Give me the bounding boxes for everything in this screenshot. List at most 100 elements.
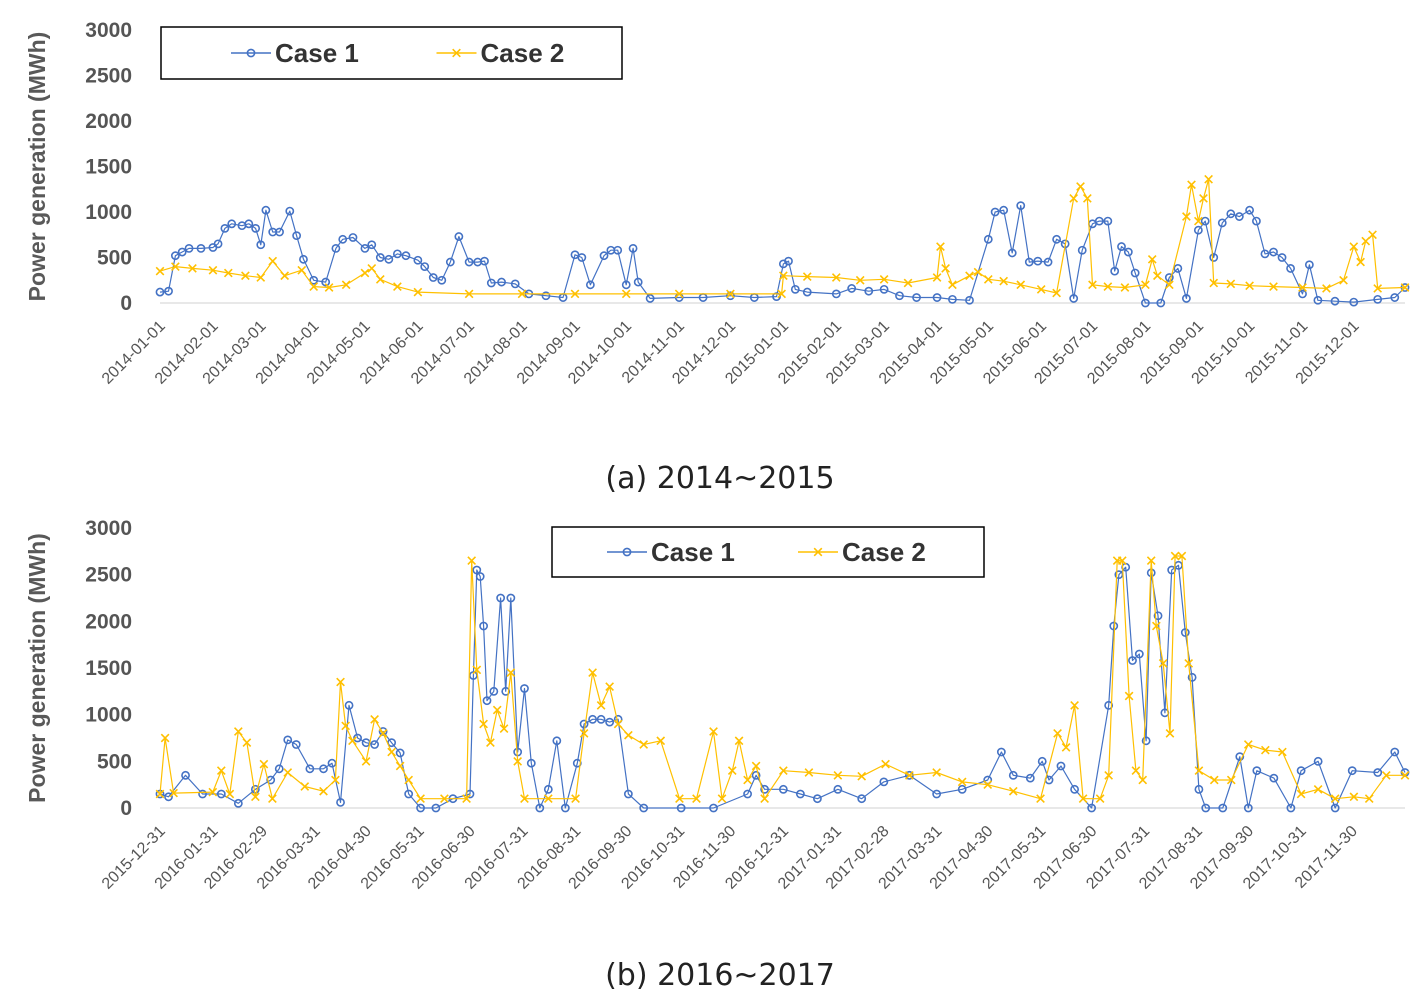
y-tick-label: 3000 [85, 19, 132, 42]
data-point [348, 736, 357, 746]
data-point [596, 700, 606, 710]
data-point [496, 593, 506, 603]
data-point [881, 759, 890, 769]
y-tick-label: 1500 [85, 657, 132, 680]
data-point [1016, 280, 1026, 290]
data-point [831, 289, 841, 299]
data-point [570, 289, 580, 299]
chart-panel-a: 0 500 1000 1500 2000 2500 3000 Power generation… [24, 19, 1410, 496]
data-point [1151, 621, 1161, 631]
data-point [717, 794, 727, 804]
data-point [1180, 628, 1190, 637]
data-point [1078, 794, 1088, 804]
data-point [1036, 284, 1046, 294]
data-point [1298, 283, 1307, 292]
data-point [674, 289, 684, 299]
data-point [361, 756, 371, 766]
data-point [321, 277, 331, 287]
data-point [367, 240, 377, 250]
data-point [520, 794, 529, 804]
data-point [1243, 803, 1253, 813]
data-point [319, 764, 328, 774]
y-tick-label: 0 [120, 797, 132, 820]
y-tick-label: 1500 [85, 156, 132, 179]
data-point [251, 223, 261, 233]
legend-swatch-marker [246, 48, 256, 58]
data-point [467, 556, 477, 566]
data-point [965, 295, 974, 305]
data-point [378, 728, 388, 738]
data-point [256, 273, 266, 282]
data-point [1373, 294, 1383, 304]
data-point [233, 798, 243, 808]
data-point [198, 789, 207, 799]
chart-panel-b: 0 500 1000 1500 2000 2500 3000 Power generation… [24, 517, 1410, 993]
data-point [1226, 775, 1236, 785]
series-1 [155, 201, 1410, 308]
data-point [932, 293, 942, 302]
data-point [1269, 247, 1278, 257]
data-point [1400, 770, 1410, 780]
data-point [1131, 766, 1141, 776]
data-point [462, 794, 471, 804]
data-point [242, 738, 252, 748]
data-point [283, 768, 293, 777]
y-tick-label: 3000 [85, 517, 132, 540]
data-point [895, 291, 904, 301]
data-point [393, 282, 402, 291]
data-point [1218, 803, 1228, 813]
data-point [543, 784, 553, 794]
data-point [208, 265, 218, 275]
data-point [613, 245, 623, 255]
data-point [1296, 766, 1306, 776]
data-point [1194, 766, 1204, 776]
data-point [188, 264, 197, 273]
data-point [171, 262, 180, 271]
data-point [760, 784, 770, 794]
data-point [535, 803, 545, 813]
data-point [1368, 230, 1377, 240]
data-point [475, 572, 485, 581]
data-point [1164, 280, 1174, 290]
data-point [1141, 736, 1151, 746]
data-point [734, 736, 744, 746]
y-axis-label: Power generation (MWh) [24, 32, 50, 302]
data-point [1364, 794, 1374, 804]
data-point [1070, 784, 1079, 794]
data-point [268, 256, 278, 266]
data-point [905, 770, 914, 780]
data-point [416, 803, 425, 813]
data-point [772, 292, 781, 302]
data-point [751, 770, 761, 780]
data-point [623, 789, 633, 799]
data-point [996, 747, 1006, 757]
data-point [1217, 218, 1227, 228]
data-point [256, 240, 266, 250]
data-point [413, 255, 423, 265]
data-point [1194, 784, 1204, 794]
data-point [1277, 253, 1287, 262]
data-point [499, 724, 509, 734]
data-point [319, 786, 328, 796]
data-point [1182, 212, 1191, 221]
data-point [1061, 742, 1071, 752]
y-tick-label: 1000 [85, 201, 132, 224]
data-point [571, 794, 580, 804]
data-point [280, 271, 290, 281]
data-point [223, 268, 233, 278]
data-point [1124, 691, 1134, 701]
data-point [879, 777, 889, 787]
figure-caption: (b) 2016~2017 [605, 958, 835, 993]
data-point [676, 803, 686, 813]
data-point [831, 273, 841, 282]
y-tick-label: 2000 [85, 610, 132, 633]
data-point [855, 275, 865, 285]
legend-label: Case 1 [651, 537, 735, 567]
data-point [932, 273, 942, 282]
data-point [813, 794, 822, 804]
data-point [1008, 770, 1018, 780]
data-point [1103, 282, 1113, 291]
data-point [1193, 216, 1203, 226]
data-point [489, 686, 499, 696]
data-point [1349, 242, 1359, 251]
